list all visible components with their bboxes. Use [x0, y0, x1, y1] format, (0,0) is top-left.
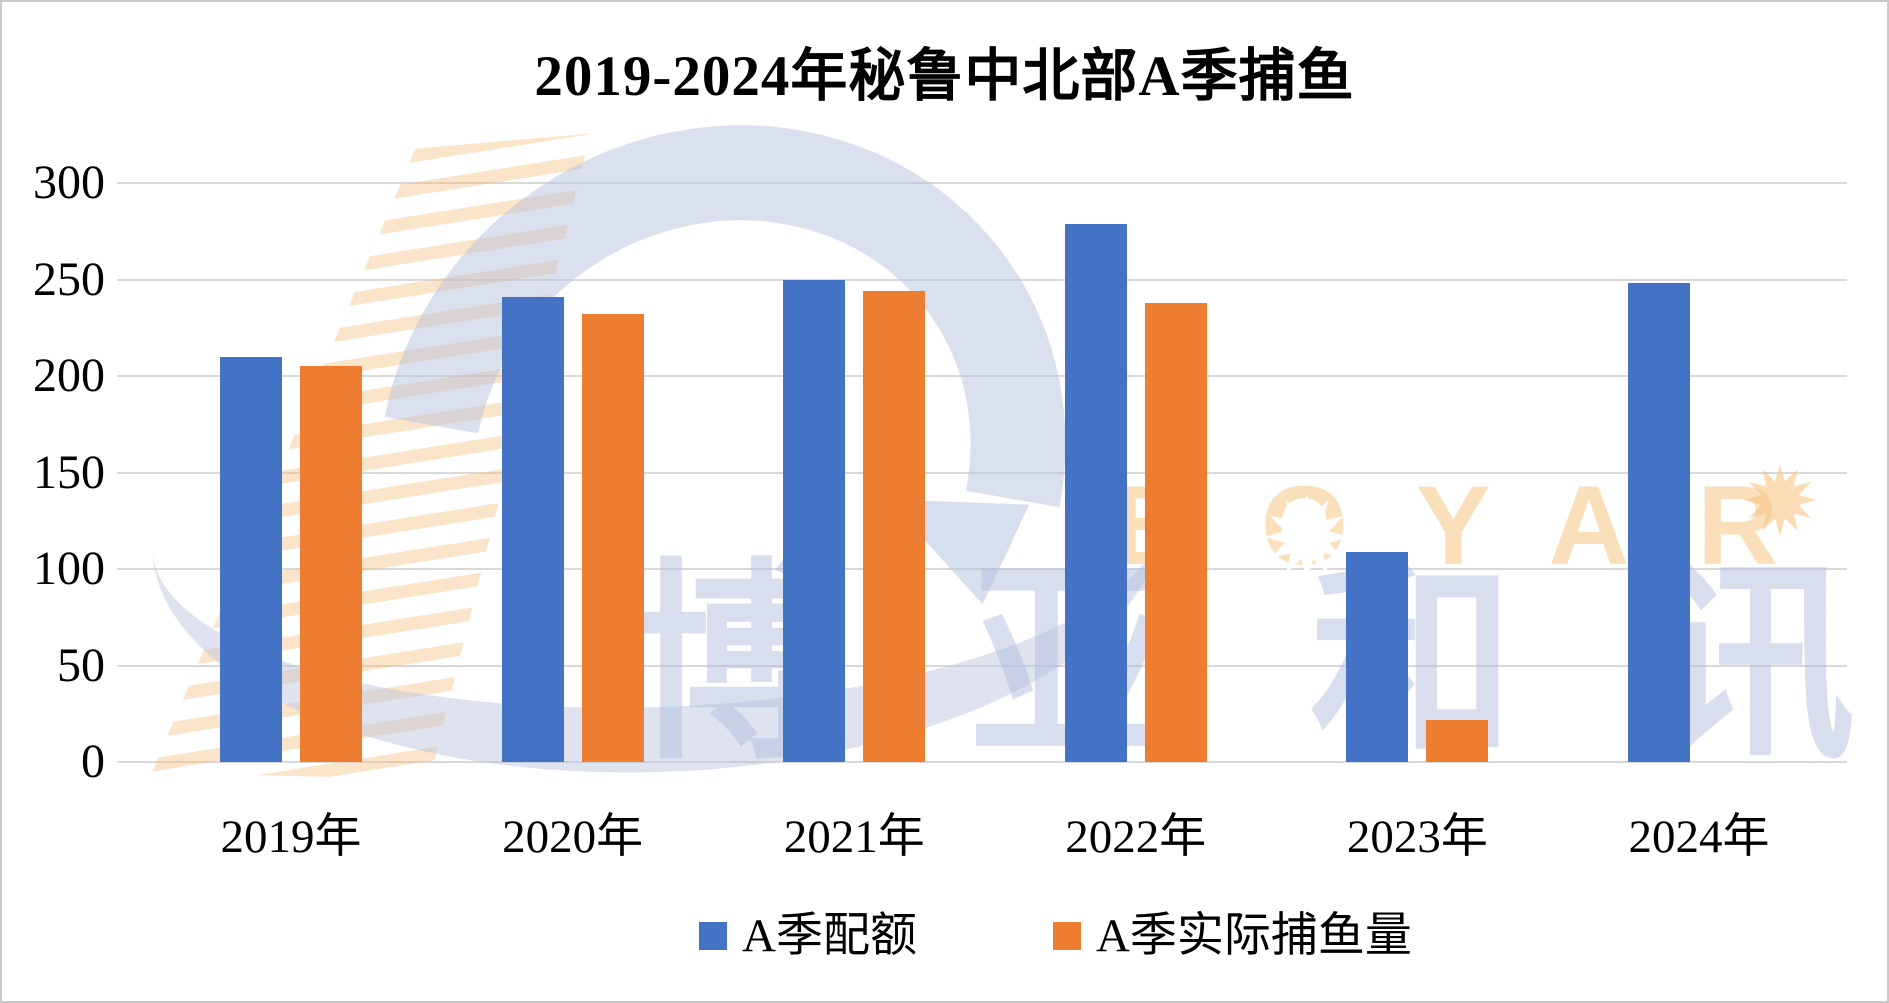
bar-quota-2019 [220, 356, 282, 762]
gridline-250 [117, 278, 1847, 281]
bar-quota-2023 [1346, 551, 1409, 762]
gridline-0 [117, 761, 1847, 763]
bar-quota-2024 [1628, 283, 1690, 762]
legend-swatch-catch [1052, 922, 1081, 950]
watermark-wing-stripes [62, 103, 802, 822]
x-tick-label-2022: 2022年 [1065, 811, 1207, 863]
x-tick-label-2024: 2024年 [1628, 811, 1770, 863]
bar-catch-2023 [1426, 719, 1489, 762]
y-tick-label-100: 100 [33, 542, 105, 595]
x-tick-label-2019: 2019年 [220, 811, 362, 863]
bar-quota-2021 [783, 279, 846, 762]
gridline-150 [117, 471, 1847, 474]
bar-catch-2020 [581, 314, 644, 762]
legend-item-quota: A季配额 [699, 910, 917, 962]
x-tick-label-2023: 2023年 [1346, 811, 1488, 863]
chart-title: 2019-2024年秘鲁中北部A季捕鱼 [534, 45, 1355, 108]
y-tick-label-150: 150 [33, 445, 105, 499]
x-tick-label-2020: 2020年 [502, 811, 644, 863]
x-tick-label-2021: 2021年 [783, 811, 925, 863]
gridline-100 [117, 568, 1847, 570]
gridline-200 [117, 375, 1847, 377]
bar-catch-2021 [863, 291, 926, 762]
y-tick-label-50: 50 [57, 638, 105, 692]
y-tick-label-200: 200 [33, 349, 105, 402]
gridline-50 [117, 664, 1847, 667]
y-tick-label-0: 0 [81, 735, 105, 788]
watermark-brand-latin: BOYAR [1112, 463, 1847, 588]
watermark-bird-swoosh [246, 2, 1198, 934]
y-tick-label-300: 300 [33, 156, 105, 209]
bar-catch-2022 [1144, 302, 1207, 762]
bar-catch-2019 [300, 366, 362, 762]
legend: A季配额 A季实际捕鱼量 [699, 910, 1412, 962]
watermark-bottom-swoosh [143, 274, 1171, 790]
watermark-sunburst-icon [1744, 464, 1816, 536]
legend-item-catch: A季实际捕鱼量 [1052, 910, 1412, 962]
gridline-300 [117, 182, 1847, 184]
legend-label-catch: A季实际捕鱼量 [1095, 910, 1412, 962]
bar-quota-2022 [1064, 223, 1127, 762]
y-tick-label-250: 250 [33, 252, 105, 306]
bar-quota-2020 [501, 296, 564, 762]
legend-swatch-quota [699, 922, 727, 950]
legend-label-quota: A季配额 [742, 910, 917, 962]
